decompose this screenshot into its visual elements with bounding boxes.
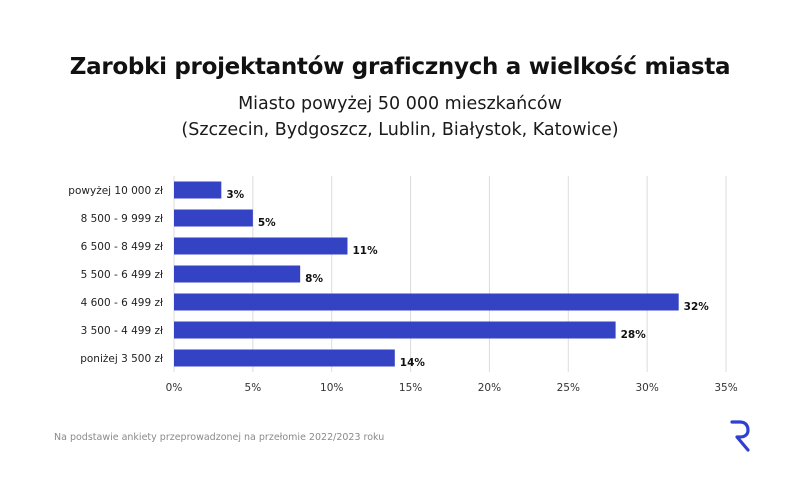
r-logo-icon bbox=[730, 420, 750, 452]
x-tick-label: 30% bbox=[635, 382, 658, 394]
category-label: 8 500 - 9 999 zł bbox=[81, 213, 163, 225]
x-tick-label: 10% bbox=[320, 382, 343, 394]
data-label: 32% bbox=[684, 301, 710, 313]
bar bbox=[174, 265, 301, 283]
bar bbox=[174, 293, 679, 311]
bar bbox=[174, 237, 348, 255]
bar bbox=[174, 321, 616, 339]
chart-subtitle-line-1: Miasto powyżej 50 000 mieszkańców bbox=[238, 94, 562, 114]
data-label: 5% bbox=[258, 217, 276, 229]
data-label: 28% bbox=[621, 329, 647, 341]
bar bbox=[174, 349, 395, 367]
chart-title: Zarobki projektantów graficznych a wielk… bbox=[69, 54, 731, 80]
category-label: 6 500 - 8 499 zł bbox=[81, 241, 163, 253]
category-label: 3 500 - 4 499 zł bbox=[81, 325, 163, 337]
x-tick-label: 5% bbox=[245, 382, 262, 394]
x-tick-label: 20% bbox=[478, 382, 501, 394]
chart-subtitle-line-2: (Szczecin, Bydgoszcz, Lublin, Białystok,… bbox=[181, 120, 619, 140]
x-tick-label: 25% bbox=[557, 382, 580, 394]
category-label: 4 600 - 6 499 zł bbox=[81, 297, 163, 309]
source-footnote: Na podstawie ankiety przeprowadzonej na … bbox=[54, 432, 385, 443]
data-label: 14% bbox=[400, 357, 426, 369]
category-label: 5 500 - 6 499 zł bbox=[81, 269, 163, 281]
data-label: 3% bbox=[226, 189, 244, 201]
x-tick-label: 35% bbox=[714, 382, 737, 394]
category-label: powyżej 10 000 zł bbox=[68, 185, 163, 197]
x-tick-label: 15% bbox=[399, 382, 422, 394]
bar bbox=[174, 181, 222, 199]
data-label: 11% bbox=[352, 245, 378, 257]
bar bbox=[174, 209, 253, 227]
x-tick-label: 0% bbox=[166, 382, 183, 394]
category-label: poniżej 3 500 zł bbox=[80, 353, 163, 365]
data-label: 8% bbox=[305, 273, 323, 285]
